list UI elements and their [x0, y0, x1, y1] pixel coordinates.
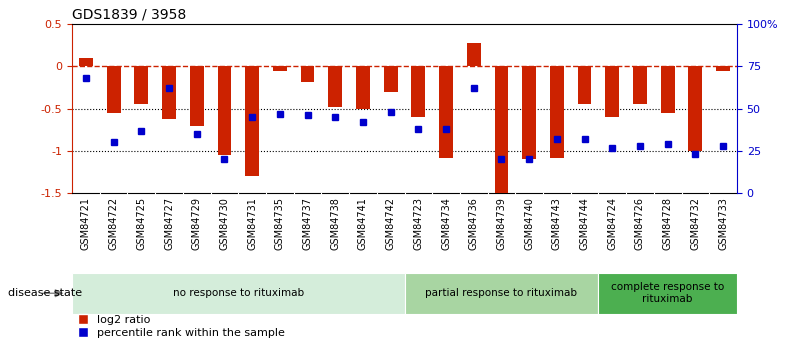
Text: GSM84734: GSM84734 — [441, 197, 451, 250]
Bar — [162, 66, 176, 119]
Text: GSM84732: GSM84732 — [690, 197, 700, 250]
Text: GSM84743: GSM84743 — [552, 197, 562, 250]
Text: partial response to rituximab: partial response to rituximab — [425, 288, 578, 298]
Text: GSM84727: GSM84727 — [164, 197, 174, 250]
Bar — [467, 43, 481, 66]
Text: GSM84730: GSM84730 — [219, 197, 229, 250]
Text: GSM84739: GSM84739 — [497, 197, 506, 250]
Bar — [550, 66, 564, 158]
Bar — [79, 58, 93, 66]
Text: GSM84738: GSM84738 — [330, 197, 340, 250]
Text: disease state: disease state — [8, 288, 83, 298]
Bar — [273, 66, 287, 71]
Text: GSM84737: GSM84737 — [303, 197, 312, 250]
Bar — [494, 66, 509, 197]
Bar — [633, 66, 647, 105]
Bar — [384, 66, 397, 92]
Bar — [190, 66, 203, 126]
Text: complete response to
rituximab: complete response to rituximab — [611, 283, 724, 304]
Text: GSM84721: GSM84721 — [81, 197, 91, 250]
Bar — [328, 66, 342, 107]
Text: GSM84742: GSM84742 — [385, 197, 396, 250]
Text: GSM84723: GSM84723 — [413, 197, 424, 250]
Text: GSM84726: GSM84726 — [635, 197, 645, 250]
Legend: log2 ratio, percentile rank within the sample: log2 ratio, percentile rank within the s… — [78, 314, 285, 339]
Bar — [218, 66, 231, 155]
Bar — [578, 66, 591, 105]
Bar — [245, 66, 259, 176]
Text: GSM84724: GSM84724 — [607, 197, 618, 250]
Text: no response to rituximab: no response to rituximab — [173, 288, 304, 298]
Bar — [107, 66, 121, 113]
Text: GSM84735: GSM84735 — [275, 197, 285, 250]
Bar — [522, 66, 536, 159]
Text: GSM84722: GSM84722 — [109, 197, 119, 250]
Bar — [598, 273, 737, 314]
Text: GSM84744: GSM84744 — [580, 197, 590, 250]
Bar — [135, 66, 148, 105]
Bar — [688, 66, 702, 151]
Bar — [716, 66, 730, 71]
Bar — [72, 273, 405, 314]
Text: GSM84733: GSM84733 — [718, 197, 728, 250]
Text: GSM84731: GSM84731 — [248, 197, 257, 250]
Text: GSM84728: GSM84728 — [662, 197, 673, 250]
Bar — [356, 66, 370, 109]
Bar — [439, 66, 453, 158]
Bar — [412, 66, 425, 117]
Bar — [606, 66, 619, 117]
Bar — [405, 273, 598, 314]
Text: GDS1839 / 3958: GDS1839 / 3958 — [72, 8, 187, 22]
Text: GSM84729: GSM84729 — [191, 197, 202, 250]
Text: GSM84741: GSM84741 — [358, 197, 368, 250]
Bar — [300, 66, 315, 82]
Bar — [661, 66, 674, 113]
Text: GSM84725: GSM84725 — [136, 197, 147, 250]
Text: GSM84736: GSM84736 — [469, 197, 479, 250]
Text: GSM84740: GSM84740 — [524, 197, 534, 250]
